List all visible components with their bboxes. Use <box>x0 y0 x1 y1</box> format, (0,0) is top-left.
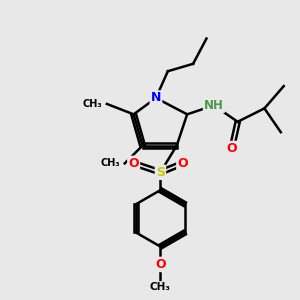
Text: CH₃: CH₃ <box>83 99 102 109</box>
Text: NH: NH <box>204 99 224 112</box>
Text: O: O <box>128 157 139 170</box>
Text: N: N <box>151 92 161 104</box>
Text: O: O <box>226 142 237 155</box>
Text: CH₃: CH₃ <box>101 158 120 168</box>
Text: CH₃: CH₃ <box>150 282 171 292</box>
Text: O: O <box>177 157 188 170</box>
Text: S: S <box>156 166 165 179</box>
Text: O: O <box>155 258 166 271</box>
